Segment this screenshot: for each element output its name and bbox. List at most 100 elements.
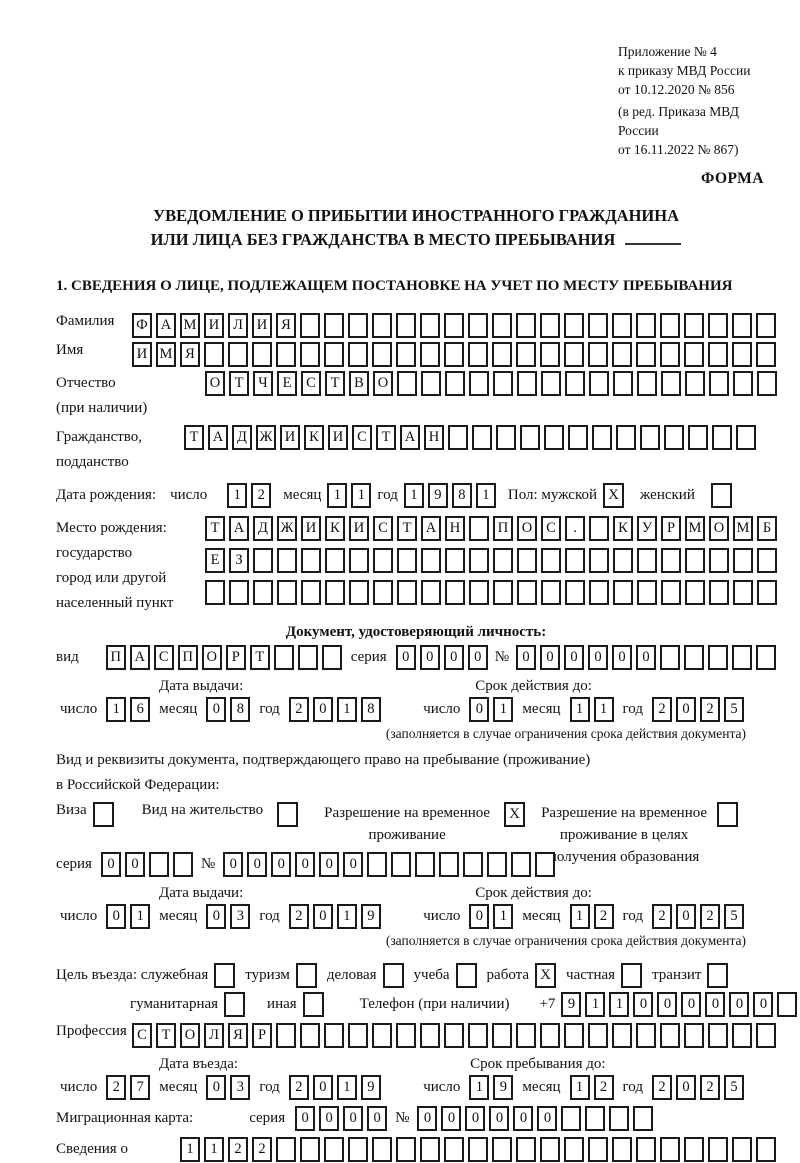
char-cell[interactable] (367, 852, 388, 877)
char-cell[interactable] (757, 371, 777, 396)
char-cell[interactable] (324, 342, 344, 367)
char-cell[interactable]: 0 (612, 645, 632, 670)
char-cell[interactable] (660, 342, 680, 367)
char-cell[interactable]: 2 (288, 1075, 309, 1100)
purpose-humanitarian-checkbox[interactable] (224, 992, 246, 1017)
female-checkbox[interactable] (710, 483, 732, 508)
char-cell[interactable]: 2 (593, 1075, 614, 1100)
char-cell[interactable]: 0 (443, 645, 464, 670)
purpose-transit-checkbox[interactable] (707, 963, 729, 988)
purpose-other-checkbox[interactable] (302, 992, 324, 1017)
char-cell[interactable]: 0 (441, 1106, 462, 1131)
char-cell[interactable]: 0 (247, 852, 268, 877)
char-cell[interactable] (544, 425, 564, 450)
char-cell[interactable] (561, 1106, 582, 1131)
char-cell[interactable]: М (733, 516, 753, 541)
char-cell[interactable]: 1 (130, 904, 151, 929)
char-cell[interactable] (496, 425, 516, 450)
char-cell[interactable]: Ф (132, 313, 152, 338)
char-cell[interactable]: 1 (593, 697, 614, 722)
char-cell[interactable] (421, 548, 441, 573)
char-cell[interactable]: 9 (561, 992, 582, 1017)
char-cell[interactable] (708, 342, 728, 367)
char-cell[interactable] (444, 342, 464, 367)
char-cell[interactable]: Т (376, 425, 396, 450)
char-cell[interactable] (777, 992, 798, 1017)
char-cell[interactable]: 2 (288, 697, 309, 722)
char-cell[interactable] (492, 342, 512, 367)
char-cell[interactable] (415, 852, 436, 877)
char-cell[interactable] (516, 1023, 536, 1048)
char-cell[interactable]: С (132, 1023, 152, 1048)
char-cell[interactable] (589, 516, 609, 541)
char-cell[interactable] (589, 371, 609, 396)
char-cell[interactable]: Т (229, 371, 249, 396)
char-cell[interactable] (348, 342, 368, 367)
char-cell[interactable]: С (153, 645, 174, 670)
char-cell[interactable] (585, 1106, 606, 1131)
char-cell[interactable]: 7 (130, 1075, 151, 1100)
char-cell[interactable] (276, 1023, 296, 1048)
char-cell[interactable]: 0 (343, 1106, 364, 1131)
char-cell[interactable] (420, 313, 440, 338)
char-cell[interactable]: И (301, 516, 321, 541)
char-cell[interactable] (685, 371, 705, 396)
char-cell[interactable] (588, 342, 608, 367)
char-cell[interactable] (588, 1137, 608, 1162)
char-cell[interactable]: 2 (252, 1137, 272, 1162)
char-cell[interactable] (276, 1137, 296, 1162)
char-cell[interactable] (612, 342, 632, 367)
char-cell[interactable] (300, 1137, 320, 1162)
char-cell[interactable] (445, 548, 465, 573)
char-cell[interactable] (516, 313, 536, 338)
char-cell[interactable]: Т (205, 516, 225, 541)
char-cell[interactable]: 2 (106, 1075, 127, 1100)
char-cell[interactable] (468, 1137, 488, 1162)
char-cell[interactable] (684, 1023, 704, 1048)
char-cell[interactable] (708, 1137, 728, 1162)
char-cell[interactable]: Я (228, 1023, 248, 1048)
char-cell[interactable] (349, 548, 369, 573)
char-cell[interactable] (732, 1023, 752, 1048)
char-cell[interactable]: О (517, 516, 537, 541)
char-cell[interactable]: 0 (540, 645, 560, 670)
char-cell[interactable]: В (349, 371, 369, 396)
char-cell[interactable]: 1 (327, 483, 348, 508)
char-cell[interactable] (733, 371, 753, 396)
char-cell[interactable] (684, 313, 704, 338)
char-cell[interactable] (493, 371, 513, 396)
char-cell[interactable]: 0 (681, 992, 702, 1017)
char-cell[interactable] (420, 342, 440, 367)
char-cell[interactable] (397, 371, 417, 396)
char-cell[interactable]: Е (277, 371, 297, 396)
male-checkbox[interactable]: X (603, 483, 625, 508)
char-cell[interactable] (733, 548, 753, 573)
char-cell[interactable]: 8 (451, 483, 472, 508)
char-cell[interactable]: 2 (288, 904, 309, 929)
char-cell[interactable] (609, 1106, 630, 1131)
char-cell[interactable]: 0 (636, 645, 656, 670)
char-cell[interactable] (445, 580, 465, 605)
char-cell[interactable] (688, 425, 708, 450)
char-cell[interactable] (492, 1137, 512, 1162)
char-cell[interactable]: К (613, 516, 633, 541)
char-cell[interactable] (469, 580, 489, 605)
char-cell[interactable]: 1 (336, 1075, 357, 1100)
char-cell[interactable] (535, 852, 556, 877)
char-cell[interactable] (708, 1023, 728, 1048)
char-cell[interactable] (565, 548, 585, 573)
char-cell[interactable]: Т (249, 645, 270, 670)
char-cell[interactable] (420, 1137, 440, 1162)
char-cell[interactable] (636, 313, 656, 338)
char-cell[interactable] (468, 313, 488, 338)
char-cell[interactable] (373, 580, 393, 605)
char-cell[interactable]: 0 (206, 697, 227, 722)
char-cell[interactable]: Т (397, 516, 417, 541)
char-cell[interactable]: И (349, 516, 369, 541)
char-cell[interactable] (276, 342, 296, 367)
char-cell[interactable] (612, 1023, 632, 1048)
char-cell[interactable]: О (201, 645, 222, 670)
char-cell[interactable] (511, 852, 532, 877)
char-cell[interactable] (520, 425, 540, 450)
purpose-work-checkbox[interactable]: X (535, 963, 557, 988)
